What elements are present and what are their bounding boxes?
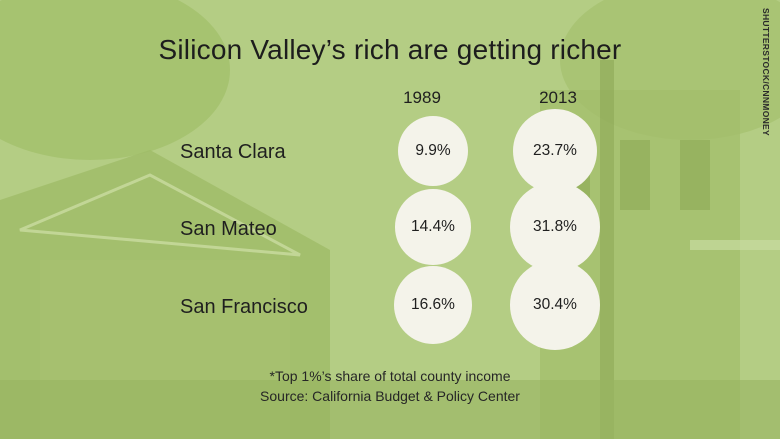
row-label-san-francisco: San Francisco (180, 296, 308, 318)
bubble-san-francisco-2013: 30.4% (510, 260, 600, 350)
column-header-2013: 2013 (539, 88, 577, 107)
bubble-label: 30.4% (533, 295, 577, 313)
bubble-san-mateo-2013: 31.8% (509, 181, 601, 273)
bubble-label: 14.4% (411, 217, 455, 235)
bubble-santa-clara-2013: 23.7% (512, 108, 598, 194)
bubble-label: 16.6% (411, 295, 455, 313)
bubble-label: 9.9% (415, 141, 451, 159)
bubble-san-francisco-1989: 16.6% (394, 266, 472, 344)
row-label-santa-clara: Santa Clara (180, 141, 286, 163)
chart-title: Silicon Valley’s rich are getting richer (158, 34, 622, 65)
footnote: *Top 1%’s share of total county income (269, 368, 511, 384)
bubble-san-mateo-1989: 14.4% (395, 189, 471, 265)
bubble-label: 23.7% (533, 141, 577, 159)
photo-credit: SHUTTERSTOCK/CNNMONEY (761, 8, 771, 136)
column-header-1989: 1989 (403, 88, 441, 107)
source-note: Source: California Budget & Policy Cente… (260, 388, 520, 404)
bubble-label: 31.8% (533, 217, 577, 235)
bubble-santa-clara-1989: 9.9% (397, 115, 469, 187)
row-label-san-mateo: San Mateo (180, 218, 277, 240)
